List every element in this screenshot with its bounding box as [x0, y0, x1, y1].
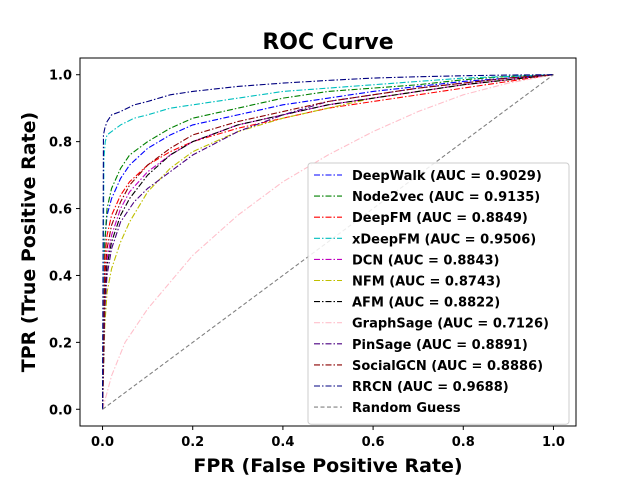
- series-line-6: [102, 74, 554, 410]
- y-tick-label: 0.0: [49, 403, 72, 418]
- legend-label: DeepWalk (AUC = 0.9029): [352, 169, 542, 184]
- x-axis-ticks: 0.0 0.2 0.4 0.6 0.8 1.0: [91, 426, 565, 450]
- legend-label: DCN (AUC = 0.8843): [352, 253, 500, 268]
- chart-title: ROC Curve: [262, 30, 393, 55]
- y-tick-label: 0.6: [49, 203, 72, 218]
- x-tick-label: 1.0: [542, 435, 565, 450]
- legend-label: RRCN (AUC = 0.9688): [352, 380, 509, 395]
- series-line-3: [102, 74, 554, 410]
- legend-label: NFM (AUC = 0.8743): [352, 275, 501, 290]
- y-axis-ticks: 0.0 0.2 0.4 0.6 0.8 1.0: [49, 69, 80, 418]
- legend-box: [307, 162, 570, 425]
- legend: DeepWalk (AUC = 0.9029) Node2vec (AUC = 0…: [307, 162, 570, 425]
- x-tick-label: 0.0: [91, 435, 114, 450]
- y-tick-label: 0.2: [49, 336, 72, 351]
- legend-label: SocialGCN (AUC = 0.8886): [352, 359, 543, 374]
- series-line-9: [102, 74, 554, 410]
- y-axis-label: TPR (True Positive Rate): [18, 112, 40, 372]
- plot-frame: [79, 57, 577, 427]
- legend-label: xDeepFM (AUC = 0.9506): [352, 232, 536, 247]
- legend-label: Node2vec (AUC = 0.9135): [352, 190, 540, 205]
- y-tick-label: 0.4: [49, 269, 72, 284]
- plot-lines: [102, 74, 554, 410]
- legend-label: AFM (AUC = 0.8822): [352, 296, 500, 311]
- series-line-7: [102, 74, 554, 410]
- x-tick-label: 0.2: [181, 435, 204, 450]
- legend-label: DeepFM (AUC = 0.8849): [352, 211, 528, 226]
- x-axis-label: FPR (False Positive Rate): [193, 455, 462, 477]
- series-line-10: [102, 74, 554, 410]
- x-tick-label: 0.4: [271, 435, 294, 450]
- x-tick-label: 0.8: [452, 435, 475, 450]
- y-tick-label: 0.8: [49, 136, 72, 151]
- series-line-1: [102, 74, 554, 410]
- legend-label: Random Guess: [352, 401, 461, 416]
- series-line-0: [102, 74, 554, 410]
- y-tick-label: 1.0: [49, 69, 72, 84]
- legend-label: PinSage (AUC = 0.8891): [352, 338, 528, 353]
- legend-label: GraphSage (AUC = 0.7126): [352, 317, 549, 332]
- x-tick-label: 0.6: [362, 435, 385, 450]
